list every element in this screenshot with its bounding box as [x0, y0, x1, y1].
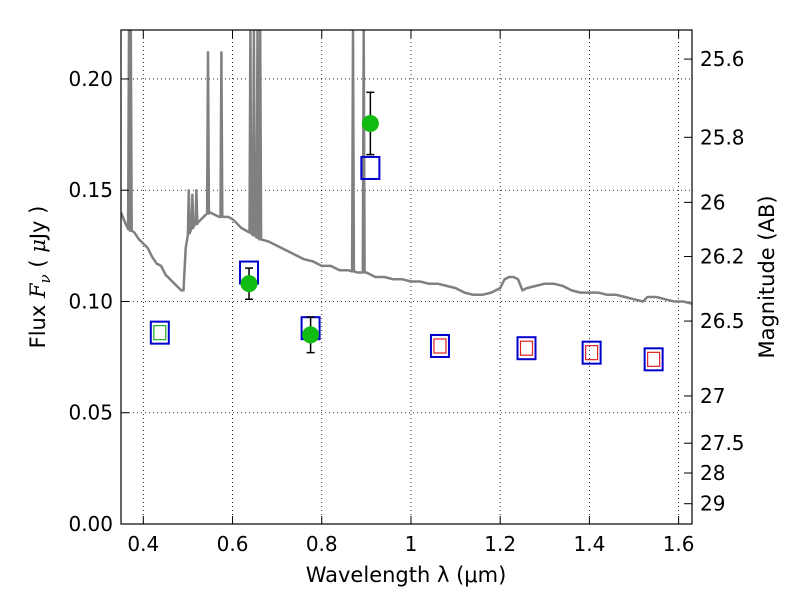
- x-tick-label: 1.2: [484, 532, 516, 556]
- y2-tick-label: 25.6: [700, 47, 745, 71]
- plot-area-background: [121, 30, 692, 524]
- y-tick-label: 0.20: [68, 67, 113, 91]
- x-axis-label: Wavelength λ (μm): [306, 563, 507, 587]
- y2-tick-label: 27.5: [700, 431, 745, 455]
- y2-tick-label: 29: [700, 492, 725, 516]
- band-filter-square: [585, 345, 599, 361]
- y2-tick-label: 28: [700, 461, 725, 485]
- model-flux-square: [360, 155, 381, 180]
- y2-tick-label: 26.2: [700, 244, 745, 268]
- model-flux-square: [516, 336, 537, 361]
- model-flux-square: [149, 320, 170, 345]
- y2-tick-label: 26: [700, 190, 725, 214]
- model-flux-square: [581, 340, 602, 365]
- ticks: 0.4 0.6 0.8 1 1.2 1.4 1.6 0.00 0.05 0.10 0.15 0.20 2…: [68, 30, 745, 556]
- y2-tick-label: 27: [700, 384, 725, 408]
- band-filter-square: [647, 351, 661, 367]
- y-tick-label: 0.05: [68, 401, 113, 425]
- y-axis-label-suffix: Jy ): [26, 206, 50, 242]
- x-tick-label: 1.6: [663, 532, 695, 556]
- y-tick-label: 0.10: [68, 289, 113, 313]
- y2-tick-label: 25.8: [700, 125, 745, 149]
- y-axis-label-prefix: Flux: [26, 298, 50, 348]
- observed-flux-point: [240, 275, 258, 293]
- model-flux-square: [429, 333, 450, 358]
- y2-tick-label: 26.5: [700, 309, 745, 333]
- band-filter-square: [153, 325, 167, 341]
- band-filter-square: [433, 338, 447, 354]
- plot-frame: [120, 29, 693, 525]
- spectrum-line: [121, 30, 692, 305]
- clipped-data: [121, 30, 692, 372]
- y2-axis-label: Magnitude (AB): [755, 195, 779, 358]
- y-axis-label-middle: (: [26, 253, 50, 275]
- x-tick-label: 0.4: [127, 532, 159, 556]
- y-tick-label: 0.15: [68, 178, 113, 202]
- y-tick-label: 0.00: [68, 512, 113, 536]
- band-filter-square: [519, 340, 534, 356]
- x-tick-label: 1: [405, 532, 418, 556]
- x-tick-label: 0.6: [217, 532, 249, 556]
- observed-flux-point: [302, 326, 320, 344]
- y-axis-label-mu: μ: [26, 239, 50, 253]
- observed-flux-point: [361, 114, 379, 132]
- x-tick-label: 0.8: [306, 532, 338, 556]
- model-flux-square: [643, 347, 664, 372]
- data-layer: [121, 30, 692, 372]
- x-tick-label: 1.4: [573, 532, 605, 556]
- y-axis-label-subscript: ν: [36, 274, 54, 283]
- y-axis-label-symbol: F: [26, 282, 50, 299]
- y-axis-label: Flux Fν ( μJy ): [26, 206, 54, 349]
